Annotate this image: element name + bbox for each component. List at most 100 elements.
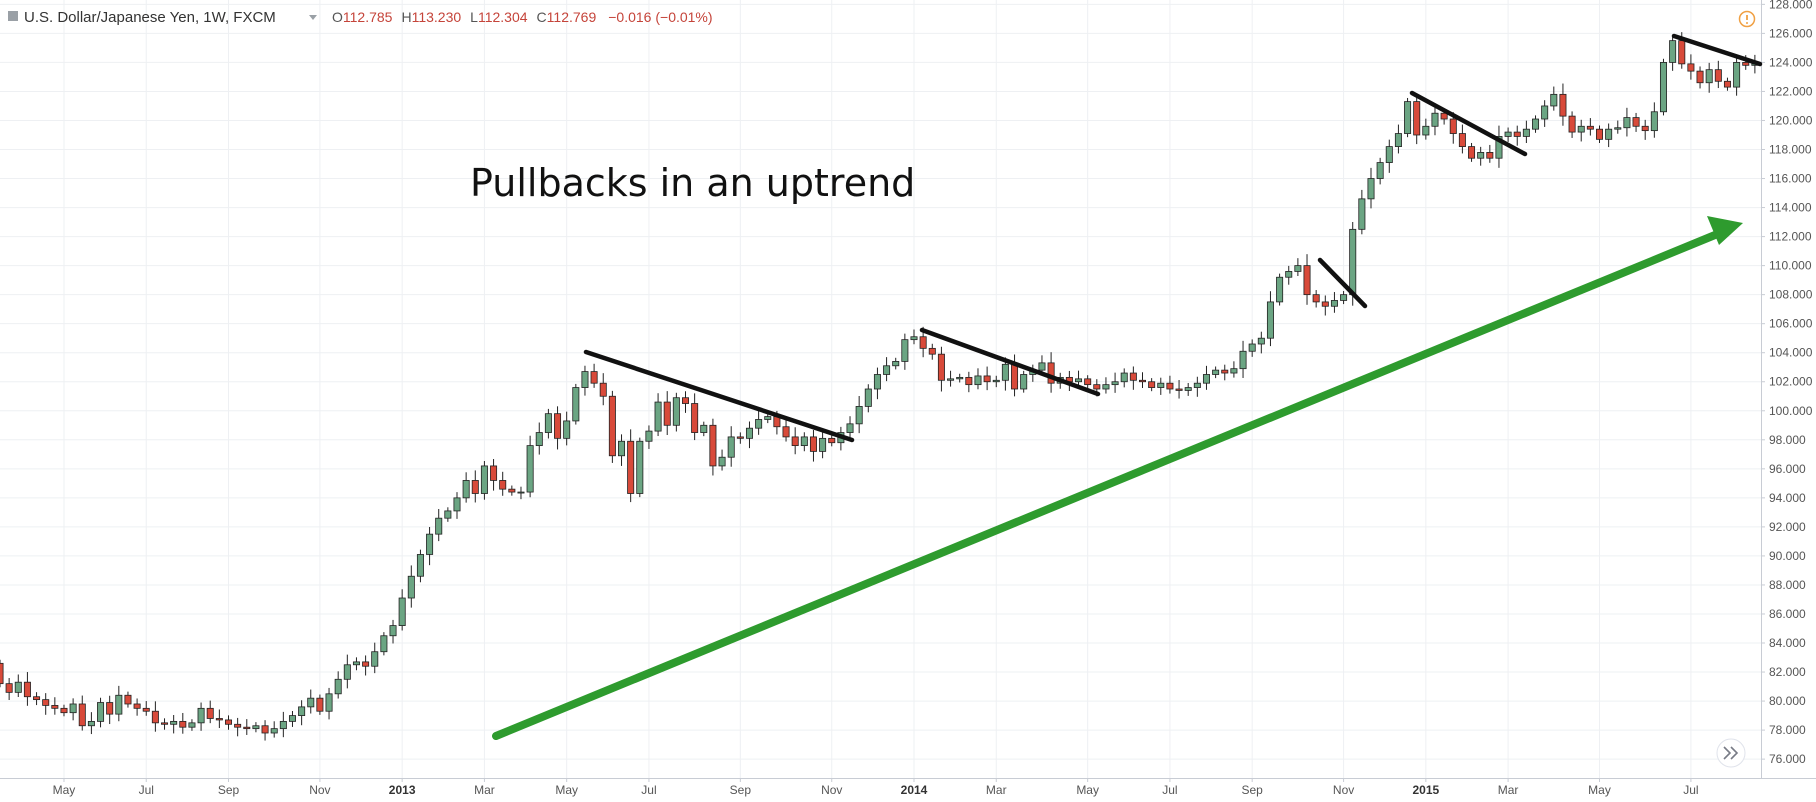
candle [1340, 291, 1348, 305]
uptrend-arrow-head [1707, 216, 1743, 245]
candle-body [645, 430, 653, 442]
x-tick-label: Jul [641, 783, 656, 797]
candle-body [1559, 93, 1567, 117]
candle [956, 373, 964, 383]
candle-body [526, 445, 534, 493]
candle [1586, 118, 1594, 136]
x-tick-label: Nov [1333, 783, 1354, 797]
candle-body [709, 424, 717, 467]
y-tick-label: 90.000 [1769, 549, 1806, 563]
candle-body [1623, 117, 1631, 129]
candle [279, 711, 287, 738]
candle-body [343, 664, 351, 680]
y-tick-label: 84.000 [1769, 636, 1806, 650]
candle [709, 418, 717, 476]
candle [270, 721, 278, 738]
symbol-title[interactable]: U.S. Dollar/Japanese Yen, 1W, FXCM [24, 9, 276, 26]
candle [471, 470, 479, 503]
y-tick-label: 88.000 [1769, 578, 1806, 592]
candle-body [682, 397, 690, 404]
candle-body [1385, 146, 1393, 163]
candle-body [508, 488, 516, 493]
scroll-to-latest-button[interactable] [1716, 738, 1746, 768]
candle-body [215, 718, 223, 721]
candle-body [1139, 379, 1147, 383]
trendline-pullback-5 [1671, 33, 1763, 67]
x-tick-label: May [53, 783, 76, 797]
y-tick-label: 94.000 [1769, 491, 1806, 505]
trendline-pullback-2 [919, 327, 1101, 397]
candle-body [1321, 301, 1329, 307]
y-tick-label: 110.000 [1769, 259, 1812, 273]
candle [416, 549, 424, 583]
candle-body [1723, 80, 1731, 88]
candle-body [1568, 115, 1576, 133]
candle [453, 492, 461, 519]
candle [1330, 292, 1338, 313]
candle-body [1458, 133, 1466, 148]
candle [1321, 295, 1329, 316]
candle [1358, 189, 1366, 235]
candle-body [1248, 343, 1256, 352]
candle [1120, 368, 1128, 388]
y-tick-label: 104.000 [1769, 346, 1813, 360]
candle-body [910, 336, 918, 341]
time-axis[interactable] [0, 779, 1816, 802]
candle [855, 395, 863, 434]
candle-body [901, 339, 909, 362]
candle [33, 692, 41, 706]
candle [1193, 376, 1201, 397]
candle [1522, 120, 1530, 144]
candle [1148, 378, 1156, 392]
candle [1394, 124, 1402, 154]
candle [599, 373, 607, 406]
candle-body [919, 336, 927, 349]
candle-body [736, 436, 744, 439]
candle-body [142, 707, 150, 712]
candle-body [627, 440, 635, 494]
candle-body [188, 722, 196, 728]
candle-body [1148, 381, 1156, 388]
candle [1212, 366, 1220, 379]
candle-body [33, 696, 41, 701]
candle-body [1020, 374, 1028, 390]
candle-body [1266, 301, 1274, 339]
trendline-pullback-4 [1409, 90, 1528, 157]
candle [69, 698, 77, 721]
candles [0, 32, 1759, 741]
y-tick-label: 102.000 [1769, 375, 1813, 389]
candle-body [499, 480, 507, 490]
alert-icon[interactable] [1738, 10, 1756, 28]
candle [947, 370, 955, 387]
y-tick-label: 78.000 [1769, 723, 1806, 737]
open-value: 112.785 [343, 9, 393, 25]
y-tick-label: 114.000 [1769, 201, 1812, 215]
candle-body [234, 723, 242, 728]
close-value: 112.769 [547, 9, 597, 25]
candle [462, 472, 470, 503]
candle-body [23, 681, 31, 698]
candle [581, 365, 589, 396]
candle [288, 710, 296, 727]
y-tick-label: 96.000 [1769, 462, 1806, 476]
candle-body [1659, 62, 1667, 113]
candle [901, 333, 909, 370]
candle-body [1303, 265, 1311, 296]
candle [764, 412, 772, 424]
candle [535, 422, 543, 455]
candle [965, 371, 973, 393]
candle [1413, 95, 1421, 145]
candle [334, 671, 342, 699]
candle-body [1349, 228, 1357, 296]
candle [1605, 123, 1613, 148]
symbol-dropdown-icon[interactable] [309, 15, 317, 20]
candle [1733, 56, 1741, 96]
candle-body [435, 517, 443, 535]
candle-body [42, 699, 50, 706]
candle-body [883, 365, 891, 375]
candle-body [873, 374, 881, 390]
candle [97, 697, 105, 728]
candle-body [288, 715, 296, 722]
candle [809, 430, 817, 462]
x-tick-label: Nov [821, 783, 842, 797]
